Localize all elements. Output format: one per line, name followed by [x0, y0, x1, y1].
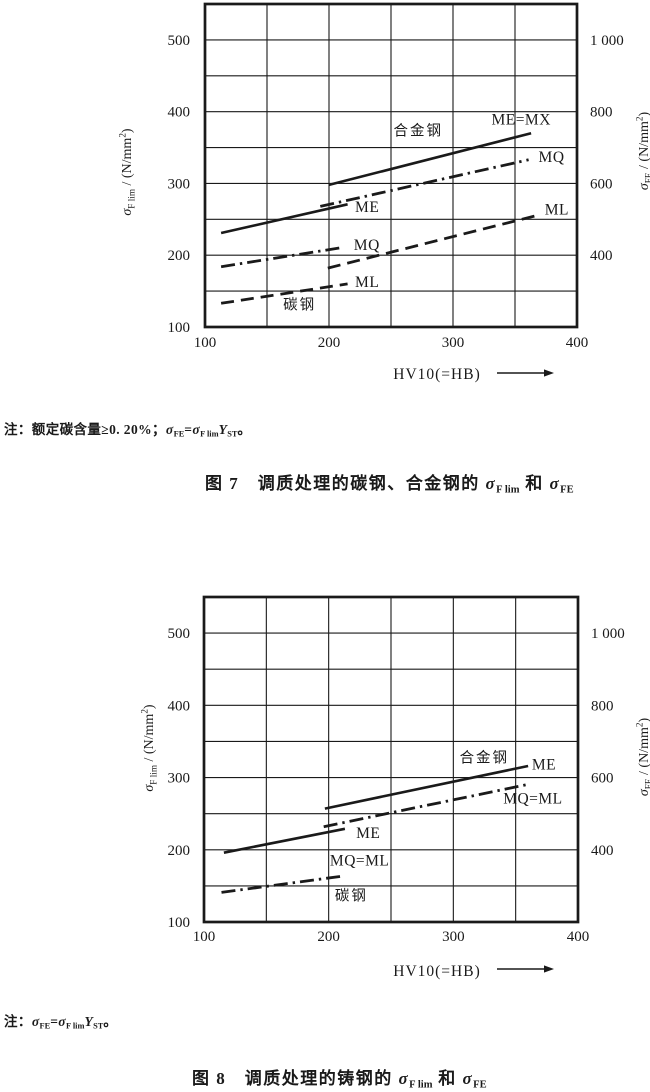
line-labels: ME MQ ML 碳钢 合金钢 ME=MX MQ ML: [283, 112, 569, 314]
y-tick-label: 200: [168, 248, 191, 264]
y2-tick-label: 800: [591, 698, 614, 714]
y2-tick-label: 600: [590, 176, 613, 192]
figure7-chart: 100 200 300 400 100 200 300 400 500 400 600 800 1 00…: [118, 2, 650, 383]
grid: [204, 3, 578, 328]
series-合金钢-MQ=ML: [323, 782, 530, 829]
line-label: 碳钢: [335, 887, 368, 904]
line-label: ML: [545, 201, 569, 218]
y-tick-label: 500: [168, 33, 191, 49]
y-tick-label: 300: [168, 771, 191, 787]
line-label: MQ: [354, 237, 380, 254]
y2-tick-label: 1 000: [591, 626, 625, 642]
x-tick-label: 200: [317, 929, 340, 945]
y-axis-title-right: σFE / (N/mm2): [635, 718, 650, 797]
y-axis-title-left: σF lim / (N/mm2): [140, 704, 159, 792]
line-label: MQ=ML: [330, 853, 389, 870]
grid: [203, 596, 579, 923]
figure7-caption: 图 7 调质处理的碳钢、合金钢的 σF lim 和 σFE: [205, 474, 574, 496]
line-label: MQ=ML: [503, 791, 562, 808]
y-axis-title-right: σFE / (N/mm2): [635, 112, 650, 191]
line-label: ML: [355, 274, 379, 291]
x-axis-arrow-icon: [497, 965, 554, 973]
plot-frame: [203, 2, 579, 329]
y2-tick-label: 1 000: [590, 33, 624, 49]
tick-labels: 100 200 300 400 100 200 300 400 500 400 600 800 1 00…: [168, 626, 625, 945]
x-tick-label: 300: [442, 335, 465, 351]
series-碳钢-ML: [220, 282, 348, 305]
y2-tick-label: 400: [591, 843, 614, 859]
x-tick-label: 300: [442, 929, 465, 945]
series-碳钢-MQ=ML: [221, 874, 346, 894]
x-axis-title: HV10(=HB): [393, 963, 480, 980]
plot-frame: [202, 595, 580, 924]
line-label: ME: [532, 757, 556, 774]
y2-tick-label: 400: [590, 248, 613, 264]
x-tick-label: 400: [567, 929, 590, 945]
x-axis-title: HV10(=HB): [393, 366, 480, 383]
series-碳钢-MQ: [220, 245, 345, 269]
y-tick-label: 400: [168, 105, 191, 121]
y-tick-label: 100: [168, 915, 191, 931]
line-label: 合金钢: [393, 122, 443, 139]
line-label: ME: [356, 825, 380, 842]
line-label: 合金钢: [460, 749, 510, 766]
figure8-caption: 图 8 调质处理的铸钢的 σF lim 和 σFE: [192, 1069, 487, 1091]
y-tick-label: 400: [168, 698, 191, 714]
figure8-chart: 100 200 300 400 100 200 300 400 500 400 600 800 1 00…: [140, 595, 650, 980]
y-tick-label: 300: [168, 176, 191, 192]
x-tick-label: 100: [193, 929, 216, 945]
series-碳钢-ME: [223, 827, 346, 854]
line-label: 碳钢: [283, 297, 316, 314]
tick-labels: 100 200 300 400 100 200 300 400 500 400 600 800 1 00…: [168, 33, 624, 351]
line-label: ME: [355, 199, 379, 216]
line-label: MQ: [539, 149, 565, 166]
y-tick-label: 100: [168, 320, 191, 336]
y2-tick-label: 600: [591, 771, 614, 787]
x-tick-label: 400: [566, 335, 589, 351]
series-合金钢-MQ: [319, 158, 529, 208]
y2-tick-label: 800: [590, 105, 613, 121]
line-labels: ME MQ=ML 碳钢 合金钢 ME MQ=ML: [330, 749, 562, 904]
x-tick-label: 100: [194, 335, 217, 351]
series-合金钢-ME: [324, 764, 529, 810]
series-合金钢-ML: [327, 214, 537, 270]
line-label: ME=MX: [491, 112, 550, 129]
x-tick-label: 200: [318, 335, 341, 351]
y-tick-label: 500: [168, 626, 191, 642]
x-axis-arrow-icon: [497, 369, 554, 377]
series-碳钢-ME: [220, 203, 348, 235]
figure7-note: 注：额定碳含量≥0. 20%；σFE=σF limYST。: [4, 422, 252, 439]
y-tick-label: 200: [168, 843, 191, 859]
figure8-note: 注：σFE=σF limYST。: [4, 1014, 118, 1031]
series-合金钢-ME=MX: [328, 131, 532, 187]
y-axis-title-left: σF lim / (N/mm2): [118, 128, 137, 216]
